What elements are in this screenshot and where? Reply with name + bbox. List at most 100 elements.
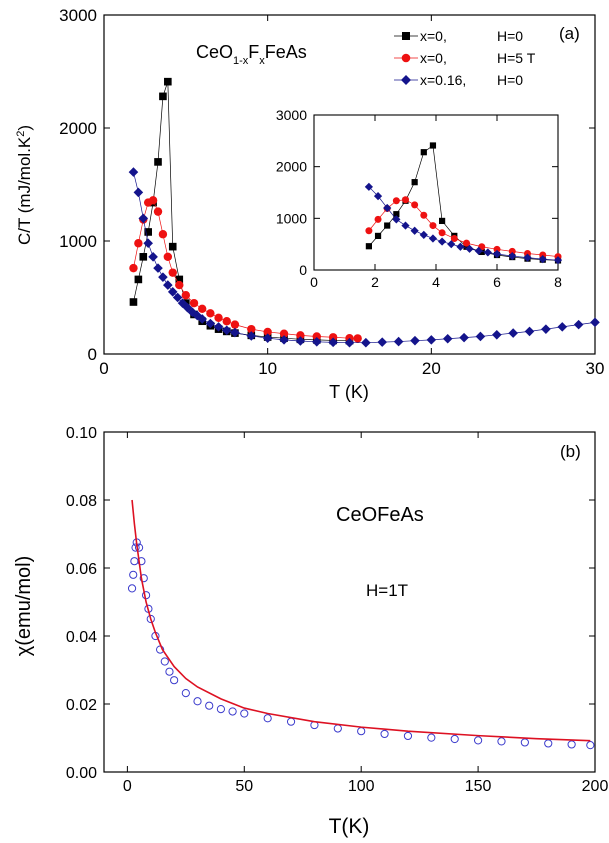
panel-a-series-3-point (213, 322, 224, 332)
panel-a-ylabel: C/T (mJ/mol.K2) (15, 125, 34, 245)
legend-marker-1 (402, 32, 410, 40)
panel-a-series-2-point (158, 230, 168, 239)
inset-series-3-point (373, 192, 383, 201)
panel-b-frame (103, 431, 596, 773)
inset-series-1-point (365, 243, 372, 250)
inset-series-3-point (474, 246, 483, 255)
panel-b: 0 50 100 150 200 0.00 0.02 0.04 0.06 0.08 0.10 T(… (13, 425, 608, 838)
inset-series-3-point (508, 251, 517, 261)
legend-field-1: H=0 (497, 28, 523, 44)
inset-ytick-label: 1000 (276, 210, 307, 226)
panel-b-ylabel: χ(emu/mol) (13, 556, 35, 657)
panel-a-series-1-point (164, 77, 172, 86)
panel-a-ytick-label: 2000 (59, 119, 97, 138)
inset-series-2-point (463, 239, 470, 247)
inset-series-1-point (420, 149, 427, 156)
panel-a-series-2-point (328, 333, 338, 342)
panel-a-series-2-point (222, 317, 231, 326)
panel-b-series-1-point (380, 729, 389, 739)
panel-a-series-2-point (181, 291, 191, 300)
panel-b-fit-line (131, 499, 591, 742)
inset-series-3-point (492, 249, 502, 259)
inset-series-2-point (429, 222, 437, 230)
panel-a-series-1-point (175, 275, 184, 284)
inset-xtick-label: 4 (432, 274, 440, 290)
legend-field-2: H=5 T (497, 50, 536, 66)
panel-a-series-1-point (139, 253, 148, 261)
panel-a-ytick-label: 0 (88, 345, 97, 364)
panel-b-series-1-point (333, 724, 342, 733)
inset-series-3-point (364, 182, 373, 191)
panel-a-series-3-point (177, 298, 188, 308)
panel-b-series-1-point (586, 741, 595, 750)
panel-a-series-3-point (426, 335, 437, 345)
panel-b-series-1-point (193, 697, 202, 706)
panel-b-series-1-point (130, 557, 139, 566)
panel-b-ytick-label: 0.08 (66, 493, 97, 510)
panel-b-xlabel: T(K) (329, 815, 370, 838)
panel-a-ytick-label: 1000 (59, 232, 97, 251)
panel-b-series-1-point (497, 737, 506, 746)
panel-a-label: (a) (559, 24, 580, 43)
panel-a-series-3-point (246, 331, 257, 341)
panel-b-series-1-point (357, 727, 366, 736)
inset-series-2-point (402, 196, 409, 204)
inset-series-1-point (384, 222, 391, 229)
panel-a-series-2-point (134, 239, 143, 248)
panel-b-series-1-point (127, 584, 137, 593)
inset-series-2-point (365, 227, 373, 235)
panel-b-xtick-label: 100 (348, 778, 375, 795)
panel-b-title: CeOFeAs (336, 504, 424, 526)
panel-b-ytick-label: 0.00 (66, 765, 97, 782)
inset-xtick-label: 2 (371, 274, 379, 290)
panel-b-series-1-point (165, 667, 174, 676)
panel-a-series-3-point (393, 336, 404, 347)
inset-series-2-point (438, 229, 446, 237)
panel-a-series-2-point (214, 313, 223, 323)
inset-series-3-point (447, 240, 456, 249)
inset-series-3-point (456, 242, 465, 251)
panel-a-series-3-point (172, 292, 183, 303)
panel-b-series-1-point (567, 740, 576, 749)
panel-b-series-1-point (170, 676, 179, 685)
panel-a-series-3-point (557, 322, 568, 332)
inset-series-2-point (508, 247, 516, 255)
inset-series-3-point (465, 244, 474, 253)
panel-b-series-1-point (129, 570, 138, 579)
panel-b-series-1-point (473, 736, 483, 745)
panel-b-series-1-point (403, 731, 413, 741)
compound-label: CeO1-xFxFeAs (196, 42, 307, 67)
panel-a-frame (103, 14, 596, 355)
inset-series-1-point (429, 142, 437, 149)
panel-a-series-2-point (153, 207, 163, 216)
panel-b-ytick-label: 0.10 (66, 425, 97, 442)
panel-a-series-3-point (148, 252, 158, 262)
panel-a-series-1-point (159, 92, 167, 101)
panel-a-series-3-point (410, 335, 420, 346)
inset-series-3-point (523, 253, 532, 262)
panel-b-label: (b) (560, 442, 581, 461)
panel-a-series-2-point (296, 331, 305, 340)
panel-a-series-3-point (442, 333, 453, 344)
panel-a-xtick-label: 0 (99, 359, 108, 378)
inset-ytick-label: 3000 (276, 107, 307, 123)
panel-a-series-2-point (163, 252, 173, 262)
panel-a-series-2-point (247, 324, 256, 334)
inset-series-2-point (524, 249, 531, 257)
legend-name-1: x=0, (420, 28, 447, 44)
panel-a-series-3-point (590, 317, 600, 328)
inset-series-1-point (439, 217, 446, 225)
inset-series-3-point (410, 226, 419, 235)
legend-entry-1: x=0, H=0 (394, 28, 523, 44)
panel-a-series-3-point (361, 337, 371, 348)
panel-a-series-2-point (353, 334, 362, 343)
panel-b-series-1-point (181, 689, 190, 698)
panel-a-series-3-point (492, 329, 502, 340)
panel-b-series-1-point (160, 657, 169, 666)
panel-a-series-3-point (230, 327, 240, 338)
panel-a-ytick-label: 3000 (59, 6, 97, 25)
inset-ytick-label: 2000 (276, 159, 307, 175)
inset-series-3-point (392, 215, 401, 224)
